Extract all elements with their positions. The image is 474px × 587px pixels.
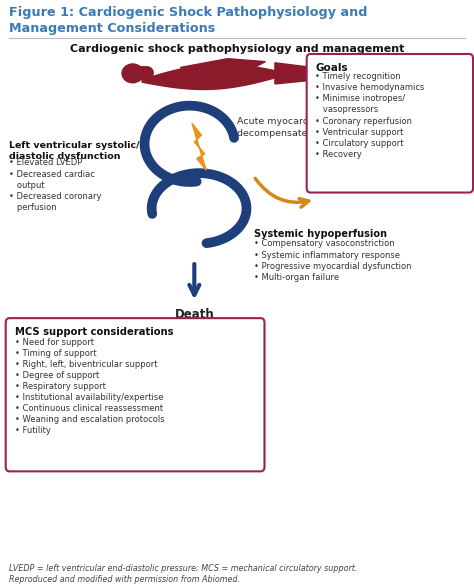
Polygon shape (142, 65, 284, 89)
Text: • Elevated LVEDP
• Decreased cardiac
   output
• Decreased coronary
   perfusion: • Elevated LVEDP • Decreased cardiac out… (9, 158, 102, 212)
Text: • Need for support
• Timing of support
• Right, left, biventricular support
• De: • Need for support • Timing of support •… (15, 338, 165, 436)
Polygon shape (275, 63, 356, 84)
Text: Death: Death (174, 308, 214, 321)
Text: LVEDP = left ventricular end-diastolic pressure; MCS = mechanical circulatory su: LVEDP = left ventricular end-diastolic p… (9, 564, 358, 584)
Text: • Timely recognition
• Invasive hemodynamics
• Minimise inotropes/
   vasopresso: • Timely recognition • Invasive hemodyna… (315, 72, 425, 159)
Polygon shape (192, 123, 206, 170)
FancyBboxPatch shape (307, 54, 473, 193)
Text: Cardiogenic shock pathophysiology and management: Cardiogenic shock pathophysiology and ma… (70, 44, 404, 54)
Text: Figure 1: Cardiogenic Shock Pathophysiology and
Management Considerations: Figure 1: Cardiogenic Shock Pathophysiol… (9, 6, 368, 35)
Text: Systemic hypoperfusion: Systemic hypoperfusion (254, 229, 387, 239)
Text: Goals: Goals (315, 63, 348, 73)
Text: MCS support considerations: MCS support considerations (15, 327, 173, 337)
FancyBboxPatch shape (6, 318, 264, 471)
Ellipse shape (351, 68, 365, 80)
Ellipse shape (122, 64, 143, 83)
Text: Acute myocardial infarction/
decompensated heart failure: Acute myocardial infarction/ decompensat… (237, 117, 375, 137)
Text: Left ventricular systolic/
diastolic dysfunction: Left ventricular systolic/ diastolic dys… (9, 141, 140, 161)
Text: • Compensatory vasoconstriction
• Systemic inflammatory response
• Progressive m: • Compensatory vasoconstriction • System… (254, 239, 411, 282)
Polygon shape (180, 59, 265, 72)
